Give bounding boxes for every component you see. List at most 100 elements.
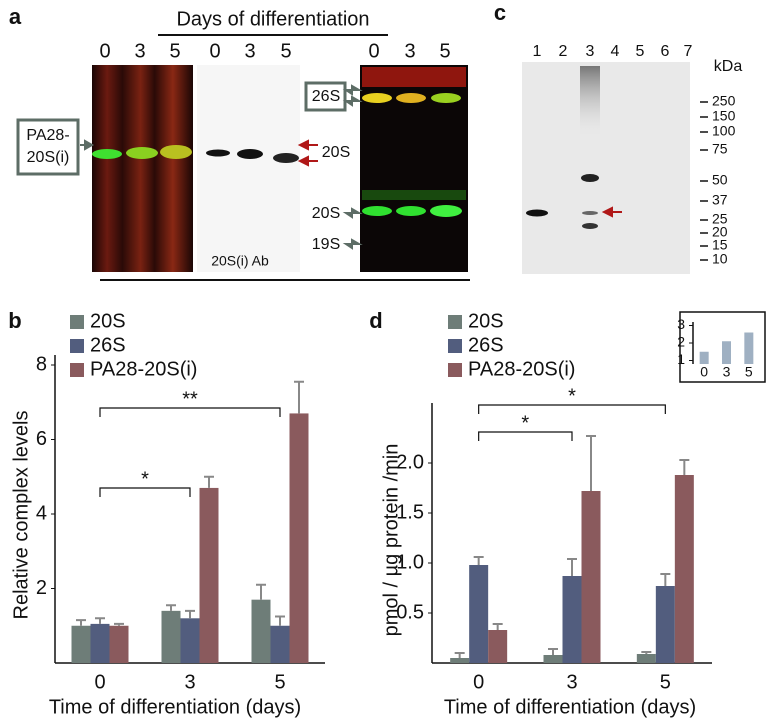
legend-swatch xyxy=(70,363,84,377)
band-label: 19S xyxy=(312,236,340,253)
box-label: 20S(i) xyxy=(27,149,70,166)
lane-label: 5 xyxy=(439,40,450,62)
bar xyxy=(543,655,563,663)
panel-letter: d xyxy=(369,308,382,333)
band xyxy=(160,145,192,159)
error-bar xyxy=(275,615,285,626)
arrows xyxy=(342,84,363,250)
y-tick-label: 1.5 xyxy=(396,501,424,523)
y-tick-label: 3 xyxy=(677,316,685,332)
lane-label: 5 xyxy=(169,40,180,62)
error-bar xyxy=(454,652,465,658)
header: Days of differentiation xyxy=(176,8,369,30)
x-tick-label: 5 xyxy=(660,671,671,693)
error-bar xyxy=(473,556,484,565)
error-bar xyxy=(641,651,652,654)
band xyxy=(582,211,598,215)
lane-label: 2 xyxy=(559,43,568,60)
bar xyxy=(488,630,508,663)
significance-label: * xyxy=(568,385,576,407)
panel-letter: b xyxy=(8,308,21,333)
lane-label: 0 xyxy=(368,40,379,62)
marker-label: 50 xyxy=(712,172,728,188)
bar xyxy=(71,625,91,663)
x-axis-title: Time of differentiation (days) xyxy=(49,696,301,718)
legend-label: 26S xyxy=(90,334,126,356)
bar xyxy=(251,599,271,663)
bar xyxy=(289,413,309,663)
error-bar xyxy=(76,619,86,626)
bar xyxy=(469,565,489,663)
bar xyxy=(655,586,675,663)
band xyxy=(526,209,548,217)
band-label: 26S xyxy=(312,88,340,105)
error-bar xyxy=(294,380,304,414)
y-tick-label: 2 xyxy=(36,577,47,599)
panel-letter: c xyxy=(494,0,506,25)
lane-label: 3 xyxy=(134,40,145,62)
marker-label: 25 xyxy=(712,211,728,227)
band xyxy=(126,147,158,159)
significance-label: * xyxy=(141,468,149,490)
marker-label: 150 xyxy=(712,108,736,124)
band xyxy=(362,93,392,103)
band xyxy=(362,190,466,200)
blot-20si xyxy=(197,65,300,272)
significance-bracket xyxy=(99,487,191,497)
y-axis-title: pmol / µg protein /min xyxy=(380,444,402,637)
label-box xyxy=(16,118,80,176)
lane-label: 0 xyxy=(209,40,220,62)
legend-swatch xyxy=(70,315,84,329)
x-tick-label: 3 xyxy=(184,671,195,693)
bar xyxy=(744,332,754,364)
red-arrow xyxy=(601,206,622,218)
lane-label: 3 xyxy=(586,43,595,60)
band xyxy=(581,174,599,182)
x-tick-label: 3 xyxy=(566,671,577,693)
bar xyxy=(109,625,129,663)
band xyxy=(92,149,122,159)
legend-label: 26S xyxy=(468,334,504,356)
error-bar xyxy=(548,648,558,655)
marker-label: 100 xyxy=(712,123,736,139)
legend-swatch xyxy=(448,363,462,377)
y-tick-label: 0.5 xyxy=(396,601,424,623)
band xyxy=(206,149,230,157)
band xyxy=(431,93,461,103)
significance-label: * xyxy=(521,412,529,434)
marker-label: 250 xyxy=(712,93,736,109)
bar xyxy=(581,491,601,663)
band xyxy=(396,93,426,103)
error-bar xyxy=(567,558,577,576)
band xyxy=(362,206,392,216)
red-arrows xyxy=(297,139,318,167)
arrow xyxy=(80,139,95,151)
box-label: PA28- xyxy=(26,127,69,144)
error-bar xyxy=(114,622,124,626)
y-tick-label: 6 xyxy=(36,428,47,450)
antibody-label: 20S(i) Ab xyxy=(211,253,269,269)
error-bar xyxy=(256,583,266,600)
y-axis-title: Relative complex levels xyxy=(10,411,32,620)
significance-label: ** xyxy=(182,388,198,410)
bar xyxy=(270,625,290,663)
error-bar xyxy=(166,604,176,611)
marker-label: 75 xyxy=(712,141,728,157)
smear xyxy=(580,66,600,136)
legend-swatch xyxy=(448,315,462,329)
panel-letter: a xyxy=(9,4,22,29)
lane-label: 1 xyxy=(533,43,542,60)
bar xyxy=(90,623,110,663)
band xyxy=(430,205,462,217)
x-tick-label: 0 xyxy=(473,671,484,693)
lane-label: 6 xyxy=(661,43,670,60)
significance-bracket xyxy=(99,407,281,417)
bar xyxy=(180,618,200,663)
y-tick-label: 2.0 xyxy=(396,451,424,473)
lane-label: 3 xyxy=(404,40,415,62)
marker-label: 20 xyxy=(712,224,728,240)
bar xyxy=(674,475,694,663)
error-bar xyxy=(492,623,503,630)
x-tick-label: 3 xyxy=(723,364,731,380)
y-tick-label: 8 xyxy=(36,353,47,375)
